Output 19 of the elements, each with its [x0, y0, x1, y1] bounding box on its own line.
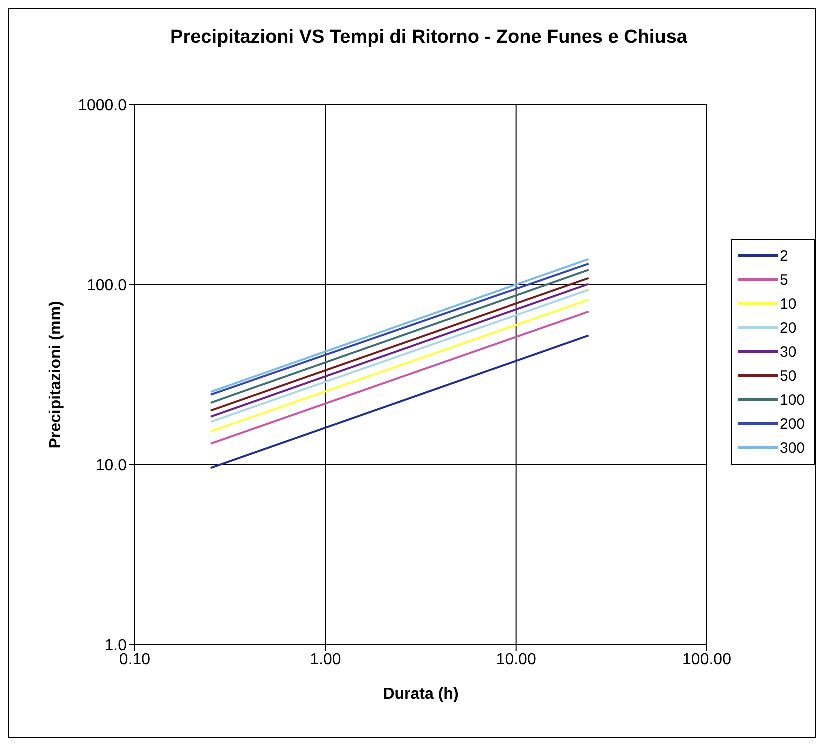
legend-label: 100 [780, 392, 806, 408]
x-tick-label: 10.00 [496, 651, 536, 668]
legend-label: 10 [780, 296, 797, 312]
legend-label: 2 [780, 248, 788, 264]
x-axis-title: Durata (h) [383, 686, 459, 703]
y-tick-label: 1000.0 [78, 98, 128, 115]
y-tick-label: 10.0 [96, 458, 128, 475]
legend-label: 300 [780, 440, 806, 456]
x-tick-label: 1.00 [310, 651, 342, 668]
legend-label: 200 [780, 416, 806, 432]
x-tick-label: 100.00 [682, 651, 732, 668]
legend-label: 50 [780, 368, 797, 384]
legend-label: 5 [780, 272, 788, 288]
chart-title: Precipitazioni VS Tempi di Ritorno - Zone Funes e Chiusa [170, 27, 688, 49]
legend-label: 30 [780, 344, 797, 360]
y-axis-title: Precipitazioni (mm) [48, 301, 65, 449]
legend-label: 20 [780, 320, 797, 336]
x-tick-label: 0.10 [119, 651, 151, 668]
y-tick-label: 100.0 [86, 278, 128, 295]
